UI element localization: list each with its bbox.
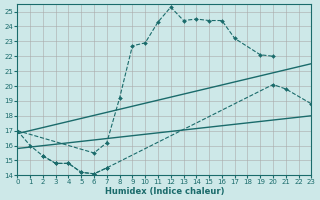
- X-axis label: Humidex (Indice chaleur): Humidex (Indice chaleur): [105, 187, 224, 196]
